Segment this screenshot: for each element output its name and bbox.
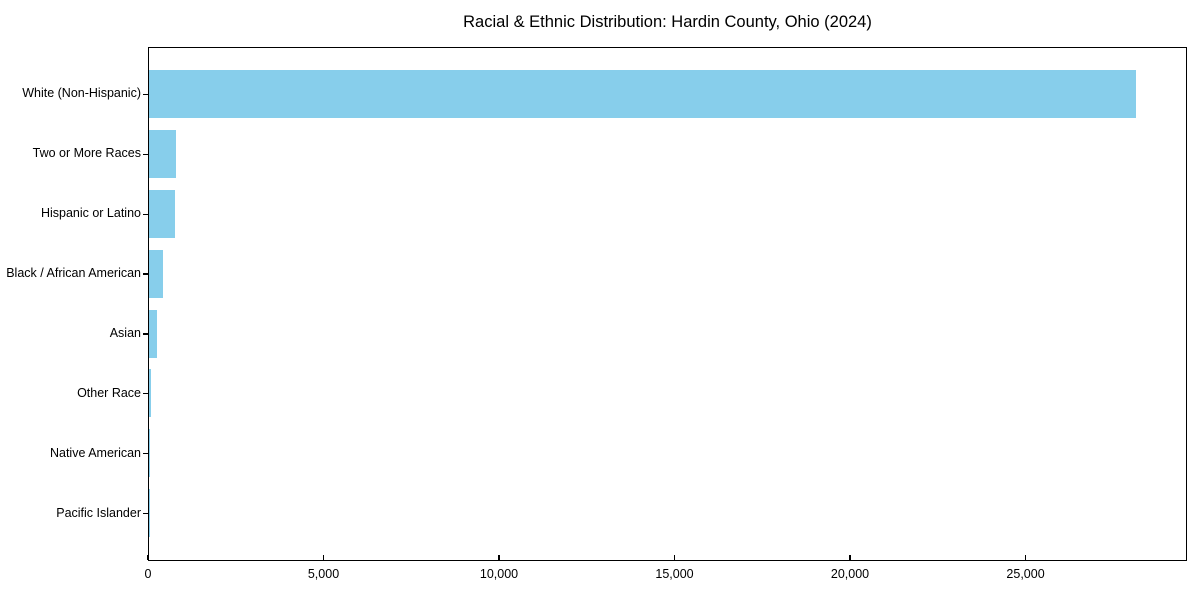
bar [149,369,151,418]
y-axis-category-label: Pacific Islander [56,505,141,520]
y-axis-tick [143,453,148,455]
bar [149,429,151,478]
x-axis-tick [1024,554,1027,560]
x-axis-tick [849,554,851,560]
y-axis-tick [143,393,148,395]
y-axis-tick [143,153,148,155]
y-axis-tick [143,273,148,275]
chart-title: Racial & Ethnic Distribution: Hardin Cou… [463,13,872,31]
y-axis-category-label: White (Non-Hispanic) [22,86,141,101]
plot-area [148,47,1187,561]
bar [149,129,177,178]
y-axis-category-label: Two or More Races [32,146,141,161]
bar [149,69,1137,118]
x-axis-tick-label: 0 [144,567,152,581]
bar [149,189,176,238]
y-axis-category-label: Black / African American [6,266,141,281]
x-axis-tick [147,554,149,560]
x-axis-tick-label: 15,000 [655,567,694,581]
y-axis-category-label: Hispanic or Latino [40,206,141,221]
y-axis-category-label: Other Race [77,385,141,400]
x-axis-tick-label: 20,000 [830,567,870,581]
y-axis-tick [143,513,148,515]
x-axis-tick [498,554,500,560]
x-axis-tick [673,554,676,560]
bar [149,309,158,358]
y-axis-category-label: Native American [49,445,141,460]
y-axis-tick [143,213,148,215]
x-axis-tick [322,554,325,560]
x-axis-tick-label: 5,000 [307,567,340,581]
bar [149,249,163,298]
x-axis-tick-label: 25,000 [1006,567,1045,581]
y-axis-tick [143,93,148,95]
y-axis-category-label: Asian [109,325,141,340]
x-axis-tick-label: 10,000 [479,567,519,581]
y-axis-tick [143,333,148,335]
